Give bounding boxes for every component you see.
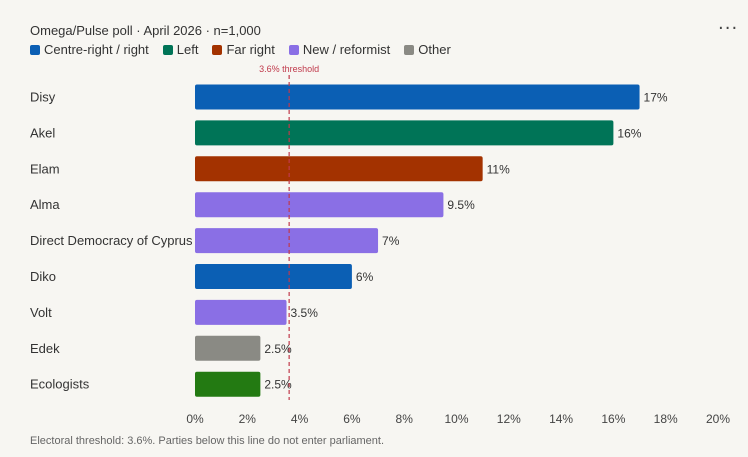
legend-swatch xyxy=(212,44,223,55)
category-label: Diko xyxy=(30,269,56,284)
x-tick-label: 2% xyxy=(239,412,257,426)
legend-item[interactable]: New / reformist xyxy=(288,42,391,57)
x-tick-label: 12% xyxy=(497,412,521,426)
x-tick-label: 0% xyxy=(186,412,204,426)
value-label: 2.5% xyxy=(264,378,292,392)
legend-item[interactable]: Left xyxy=(162,42,199,57)
x-tick-label: 18% xyxy=(654,412,678,426)
legend-item[interactable]: Far right xyxy=(212,42,275,57)
value-label: 2.5% xyxy=(264,342,292,356)
chart-subtitle: Omega/Pulse poll · April 2026 · n=1,000 xyxy=(30,23,261,38)
bar xyxy=(195,335,261,361)
footnote: Electoral threshold: 3.6%. Parties below… xyxy=(30,435,385,447)
category-label: Akel xyxy=(30,125,55,140)
x-tick-label: 14% xyxy=(549,412,573,426)
category-label: Alma xyxy=(30,197,60,212)
x-tick-label: 4% xyxy=(291,412,309,426)
legend-swatch xyxy=(30,44,40,55)
legend-swatch xyxy=(288,44,299,55)
value-label: 6% xyxy=(356,270,374,284)
value-label: 9.5% xyxy=(447,198,475,212)
x-tick-label: 10% xyxy=(444,412,468,426)
legend: Centre-right / right Left Far right New … xyxy=(30,42,451,57)
more-options-icon[interactable]: ··· xyxy=(712,18,740,40)
x-tick-label: 20% xyxy=(706,412,730,426)
value-label: 16% xyxy=(617,126,641,140)
bar xyxy=(195,264,352,289)
legend-item[interactable]: Centre-right / right xyxy=(30,42,149,57)
category-label: Elam xyxy=(30,161,60,176)
x-tick-label: 8% xyxy=(396,412,414,426)
bar xyxy=(195,192,444,218)
category-label: Direct Democracy of Cyprus xyxy=(30,233,193,248)
bar xyxy=(195,156,483,182)
value-label: 7% xyxy=(382,234,400,248)
legend-label: Left xyxy=(176,42,199,57)
legend-label: New / reformist xyxy=(302,42,391,57)
bar-chart: Disy 17% Akel 16% Elam 11% Alma 9.5% Direct Demo… xyxy=(30,64,730,426)
x-tick-label: 6% xyxy=(343,412,361,426)
bar xyxy=(195,120,614,146)
category-label: Ecologists xyxy=(30,377,90,392)
bar xyxy=(195,84,640,110)
x-tick-label: 16% xyxy=(601,412,625,426)
bar xyxy=(195,371,261,397)
category-label: Edek xyxy=(30,341,60,356)
value-label: 17% xyxy=(644,91,668,105)
legend-label: Centre-right / right xyxy=(44,42,149,57)
legend-swatch xyxy=(162,44,173,55)
value-label: 11% xyxy=(487,162,510,176)
bar xyxy=(195,228,379,254)
value-label: 3.5% xyxy=(291,306,319,320)
legend-label: Far right xyxy=(226,42,275,57)
category-label: Volt xyxy=(30,305,52,320)
threshold-label: 3.6% threshold xyxy=(259,64,319,74)
legend-swatch xyxy=(404,44,415,55)
bar xyxy=(195,299,287,325)
category-label: Disy xyxy=(30,90,56,105)
legend-item[interactable]: Other xyxy=(404,42,451,57)
legend-label: Other xyxy=(418,42,451,57)
